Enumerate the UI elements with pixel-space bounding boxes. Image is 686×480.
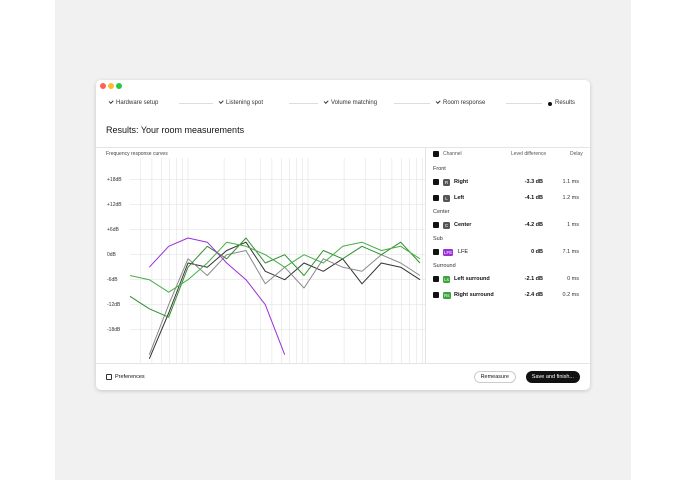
level-difference: -4.1 dB xyxy=(524,195,543,201)
step-connector xyxy=(506,103,542,104)
delay: 1 ms xyxy=(567,222,579,228)
channel-row: C Center -4.2 dB 1 ms xyxy=(433,221,583,230)
step-check xyxy=(218,98,224,104)
y-tick-label: -12dB xyxy=(107,302,121,308)
response-curve xyxy=(148,237,286,355)
step-label: Results xyxy=(555,100,576,106)
channel-badge: LFE xyxy=(443,248,454,256)
channel-row: R Right -3.3 dB 1.1 ms xyxy=(433,178,583,187)
step-connector xyxy=(394,103,430,104)
header-checkbox[interactable] xyxy=(433,151,439,157)
remeasure-button[interactable]: Remeasure xyxy=(473,371,516,383)
channel-row: L Left -4.1 dB 1.2 ms xyxy=(433,194,583,203)
y-tick-label: +6dB xyxy=(107,227,119,233)
group-label: Front xyxy=(433,166,446,172)
y-tick-label: 0dB xyxy=(107,252,117,258)
channel-name: Left surround xyxy=(454,276,490,282)
column-header: Delay xyxy=(570,151,583,157)
step-label: Room response xyxy=(443,100,486,106)
close-button[interactable] xyxy=(100,83,106,89)
response-curve xyxy=(148,250,421,355)
channel-checkbox[interactable] xyxy=(433,276,439,282)
minimize-button[interactable] xyxy=(108,83,114,89)
group-label: Surround xyxy=(433,263,456,269)
response-curve xyxy=(129,237,421,318)
channel-checkbox[interactable] xyxy=(433,292,439,298)
delay: 0 ms xyxy=(567,276,579,282)
channel-badge: Ls xyxy=(443,275,450,283)
channel-name: LFE xyxy=(458,249,469,255)
current-step-dot xyxy=(548,102,552,106)
step-check xyxy=(435,98,441,104)
divider xyxy=(96,147,590,148)
channel-badge: C xyxy=(443,221,450,229)
channel-checkbox[interactable] xyxy=(433,179,439,185)
divider xyxy=(96,363,590,364)
page-title: Results: Your room measurements xyxy=(106,125,245,135)
column-header: Channel xyxy=(443,151,462,157)
channel-row: Rs Right surround -2.4 dB 0.2 ms xyxy=(433,291,583,300)
y-tick-label: +18dB xyxy=(107,177,122,183)
preferences-link[interactable]: Preferences xyxy=(115,374,145,380)
column-header: Level difference xyxy=(511,151,547,157)
channel-badge: L xyxy=(443,194,450,202)
step-check xyxy=(108,98,114,104)
delay: 0.2 ms xyxy=(562,292,579,298)
channel-name: Right surround xyxy=(454,292,494,298)
level-difference: 0 dB xyxy=(531,249,543,255)
preferences-icon xyxy=(106,374,112,380)
y-tick-label: +12dB xyxy=(107,202,122,208)
zoom-button[interactable] xyxy=(116,83,122,89)
response-curve xyxy=(148,241,421,359)
group-label: Sub xyxy=(433,236,443,242)
delay: 7.1 ms xyxy=(562,249,579,255)
level-difference: -2.1 dB xyxy=(524,276,543,282)
step-check xyxy=(323,98,329,104)
channel-name: Center xyxy=(454,222,472,228)
window: Hardware setup Listening spot Volume match… xyxy=(96,80,590,390)
delay: 1.2 ms xyxy=(562,195,579,201)
chart-title: Frequency response curves xyxy=(106,151,168,157)
y-tick-label: -18dB xyxy=(107,327,121,333)
group-label: Center xyxy=(433,209,450,215)
step-label: Volume matching xyxy=(331,100,378,106)
channel-badge: Rs xyxy=(443,291,451,299)
step-label: Hardware setup xyxy=(116,100,159,106)
step-label: Listening spot xyxy=(226,100,264,106)
channel-name: Left xyxy=(454,195,465,201)
step-connector xyxy=(179,103,213,104)
chart: +18dB +12dB +6dB 0dB -6dB -12dB -18dB xyxy=(107,158,425,363)
delay: 1.1 ms xyxy=(562,179,579,185)
divider xyxy=(425,147,426,363)
channel-row: Ls Left surround -2.1 dB 0 ms xyxy=(433,275,583,284)
step-connector xyxy=(289,103,318,104)
level-difference: -2.4 dB xyxy=(524,292,543,298)
save-button[interactable]: Save and finish... xyxy=(525,371,580,383)
channel-checkbox[interactable] xyxy=(433,195,439,201)
level-difference: -4.2 dB xyxy=(524,222,543,228)
channel-badge: R xyxy=(443,178,450,186)
channel-name: Right xyxy=(454,179,469,185)
channel-checkbox[interactable] xyxy=(433,249,439,255)
response-curve xyxy=(129,241,421,293)
channel-checkbox[interactable] xyxy=(433,222,439,228)
level-difference: -3.3 dB xyxy=(524,179,543,185)
channel-row: LFE LFE 0 dB 7.1 ms xyxy=(433,248,583,257)
y-tick-label: -6dB xyxy=(107,277,118,283)
